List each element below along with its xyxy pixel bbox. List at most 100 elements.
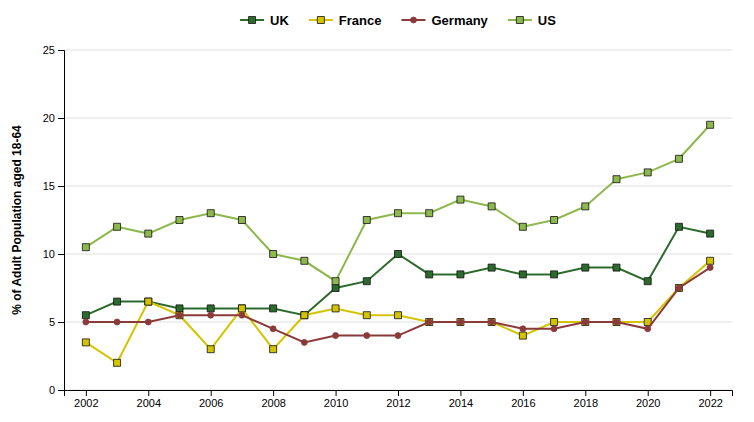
legend-swatch-marker — [516, 17, 523, 24]
y-tick-mark — [58, 186, 64, 187]
point — [645, 326, 651, 332]
point — [238, 305, 245, 312]
series-line — [86, 261, 710, 363]
x-tick-label: 2008 — [261, 397, 285, 409]
point — [551, 217, 558, 224]
point — [582, 319, 589, 326]
point — [333, 333, 339, 339]
point — [675, 285, 682, 292]
x-tick-label: 2016 — [511, 397, 535, 409]
point — [270, 305, 277, 312]
legend-label: US — [538, 13, 556, 28]
point — [207, 346, 214, 353]
point — [114, 223, 121, 230]
point — [707, 257, 714, 264]
x-tick-label: 2018 — [574, 397, 598, 409]
point — [457, 271, 464, 278]
point — [208, 312, 214, 318]
point — [426, 319, 432, 325]
point — [332, 285, 339, 292]
point — [551, 326, 557, 332]
point — [519, 271, 526, 278]
series — [83, 265, 713, 346]
point — [270, 251, 277, 258]
y-axis-line — [58, 51, 65, 391]
x-tick-mark — [710, 390, 711, 396]
x-tick: 2006 — [199, 390, 223, 409]
legend-swatch-marker — [317, 17, 324, 24]
point — [145, 319, 151, 325]
legend-swatch-marker — [411, 17, 417, 23]
x-tick-mark — [460, 390, 461, 396]
point — [614, 319, 620, 325]
point — [332, 305, 339, 312]
x-axis: 2002200420062008201020122014201620182020… — [65, 390, 733, 409]
y-tick-label: 10 — [43, 248, 55, 260]
grid-line — [64, 50, 732, 51]
y-tick-mark — [58, 390, 64, 391]
plot-area — [82, 121, 713, 366]
x-tick: 2018 — [574, 390, 598, 409]
x-tick-label: 2020 — [636, 397, 660, 409]
x-tick: 2010 — [324, 390, 348, 409]
point — [613, 264, 620, 271]
y-tick: 20 — [43, 112, 64, 124]
y-tick: 0 — [49, 384, 64, 396]
point — [332, 278, 339, 285]
point — [488, 264, 495, 271]
point — [675, 223, 682, 230]
x-tick-label: 2004 — [137, 397, 161, 409]
point — [613, 176, 620, 183]
y-tick-label: 5 — [49, 316, 55, 328]
point — [176, 217, 183, 224]
point — [426, 319, 433, 326]
point — [82, 244, 89, 251]
x-tick-mark — [648, 390, 649, 396]
legend-item: US — [508, 13, 556, 28]
legend-label: France — [339, 13, 382, 28]
point — [145, 230, 152, 237]
series-line — [86, 268, 710, 343]
point — [363, 312, 370, 319]
series — [82, 121, 713, 284]
point — [457, 196, 464, 203]
point — [676, 285, 682, 291]
x-tick-mark — [86, 390, 87, 396]
x-tick-label: 2014 — [449, 397, 473, 409]
x-tick: 2002 — [74, 390, 98, 409]
point — [364, 333, 370, 339]
point — [457, 319, 464, 326]
point — [551, 319, 558, 326]
legend: UK France Germany US — [240, 13, 556, 28]
point — [301, 257, 308, 264]
legend-label: UK — [270, 13, 289, 28]
y-tick: 25 — [43, 44, 64, 56]
y-tick-mark — [58, 254, 64, 255]
x-tick: 2020 — [636, 390, 660, 409]
point — [707, 121, 714, 128]
point — [395, 210, 402, 217]
y-tick-label: 25 — [43, 44, 55, 56]
point — [644, 278, 651, 285]
point — [145, 298, 152, 305]
x-tick-label: 2006 — [199, 397, 223, 409]
point — [363, 278, 370, 285]
x-tick: 2022 — [698, 390, 722, 409]
point — [363, 217, 370, 224]
y-tick-label: 15 — [43, 180, 55, 192]
x-tick-mark — [523, 390, 524, 396]
x-tick-mark — [398, 390, 399, 396]
point — [238, 305, 245, 312]
legend-label: Germany — [431, 13, 488, 28]
point — [582, 203, 589, 210]
point — [707, 230, 714, 237]
point — [707, 265, 713, 271]
point — [114, 319, 120, 325]
point — [488, 319, 495, 326]
point — [114, 359, 121, 366]
point — [519, 332, 526, 339]
y-tick-mark — [58, 322, 64, 323]
point — [176, 312, 183, 319]
point — [239, 312, 245, 318]
y-tick: 10 — [43, 248, 64, 260]
